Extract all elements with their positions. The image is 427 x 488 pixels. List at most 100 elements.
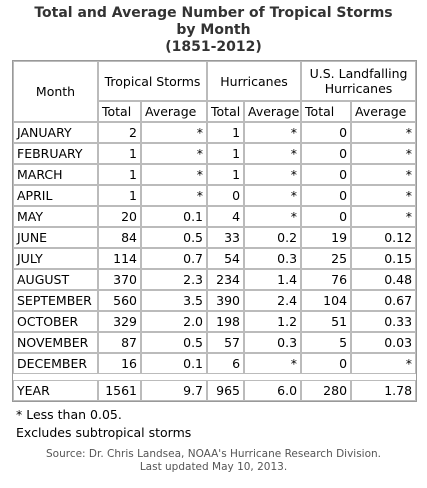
value-cell: 0.1	[141, 353, 208, 374]
month-row: DECEMBER 16 0.1 6 * 0 *	[13, 353, 417, 374]
value-cell: 6.0	[244, 380, 302, 401]
month-cell: JANUARY	[13, 122, 98, 143]
value-cell: *	[141, 185, 208, 206]
value-cell: 0.33	[351, 311, 417, 332]
subheader: Average	[351, 101, 417, 122]
value-cell: *	[351, 164, 417, 185]
value-cell: 280	[301, 380, 352, 401]
value-cell: 234	[207, 269, 245, 290]
value-cell: 0	[301, 185, 352, 206]
value-cell: 0.7	[141, 248, 208, 269]
value-cell: *	[244, 353, 302, 374]
value-cell: *	[351, 143, 417, 164]
month-cell: YEAR	[13, 380, 98, 401]
value-cell: 329	[98, 311, 141, 332]
value-cell: 4	[207, 206, 245, 227]
subheader: Total	[207, 101, 245, 122]
month-header: Month	[13, 61, 98, 122]
value-cell: 1	[98, 143, 141, 164]
table-body: Month Tropical Storms Hurricanes U.S. Landf…	[13, 61, 417, 401]
value-cell: 51	[301, 311, 352, 332]
value-cell: 390	[207, 290, 245, 311]
body: {"title": "Total and Average Number of T…	[0, 5, 427, 488]
value-cell: *	[141, 143, 208, 164]
note: * Less than 0.05.	[16, 407, 122, 422]
value-cell: 87	[98, 332, 141, 353]
value-cell: 0.3	[244, 248, 302, 269]
value-cell: 2.4	[244, 290, 302, 311]
subheader: Total	[98, 101, 141, 122]
value-cell: 0.15	[351, 248, 417, 269]
value-cell: 1561	[98, 380, 141, 401]
source-line: Source: Dr. Chris Landsea, NOAA's Hurric…	[45, 448, 382, 460]
month-cell: DECEMBER	[13, 353, 98, 374]
value-cell: 54	[207, 248, 245, 269]
value-cell: 0	[301, 353, 352, 374]
value-cell: 1.78	[351, 380, 417, 401]
month-row: JULY 114 0.7 54 0.3 25 0.15	[13, 248, 417, 269]
value-cell: 1	[207, 164, 245, 185]
value-cell: 1	[98, 164, 141, 185]
month-cell: JULY	[13, 248, 98, 269]
value-cell: 198	[207, 311, 245, 332]
value-cell: 104	[301, 290, 352, 311]
value-cell: 560	[98, 290, 141, 311]
subheader: Total	[301, 101, 352, 122]
value-cell: 0.5	[141, 332, 208, 353]
value-cell: 19	[301, 227, 352, 248]
value-cell: *	[244, 164, 302, 185]
note: Excludes subtropical storms	[16, 425, 192, 440]
month-cell: AUGUST	[13, 269, 98, 290]
value-cell: *	[141, 164, 208, 185]
value-cell: 0	[301, 122, 352, 143]
value-cell: *	[244, 122, 302, 143]
group-header: Hurricanes	[207, 61, 302, 101]
month-cell: MARCH	[13, 164, 98, 185]
value-cell: 57	[207, 332, 245, 353]
value-cell: *	[351, 185, 417, 206]
month-row: AUGUST 370 2.3 234 1.4 76 0.48	[13, 269, 417, 290]
value-cell: 20	[98, 206, 141, 227]
value-cell: 0.2	[244, 227, 302, 248]
title-block: Total and Average Number of Tropical Sto…	[0, 5, 427, 56]
month-row: JUNE 84 0.5 33 0.2 19 0.12	[13, 227, 417, 248]
value-cell: 0.03	[351, 332, 417, 353]
month-row: OCTOBER 329 2.0 198 1.2 51 0.33	[13, 311, 417, 332]
month-row: JANUARY 2 * 1 * 0 *	[13, 122, 417, 143]
title: Total and Average Number of Tropical Sto…	[34, 5, 393, 38]
month-row: NOVEMBER 87 0.5 57 0.3 5 0.03	[13, 332, 417, 353]
value-cell: 2	[98, 122, 141, 143]
month-cell: OCTOBER	[13, 311, 98, 332]
value-cell: *	[141, 122, 208, 143]
month-row: FEBRUARY 1 * 1 * 0 *	[13, 143, 417, 164]
value-cell: 2.3	[141, 269, 208, 290]
subheader-row: Total Average Total Average Total Average	[13, 101, 417, 122]
month-cell: MAY	[13, 206, 98, 227]
value-cell: 1	[98, 185, 141, 206]
value-cell: 1.4	[244, 269, 302, 290]
value-cell: *	[244, 185, 302, 206]
group-header: U.S. Landfalling Hurricanes	[301, 61, 417, 101]
month-cell: FEBRUARY	[13, 143, 98, 164]
value-cell: 0	[301, 206, 352, 227]
value-cell: *	[244, 206, 302, 227]
value-cell: 1.2	[244, 311, 302, 332]
value-cell: 25	[301, 248, 352, 269]
value-cell: 0.67	[351, 290, 417, 311]
value-cell: 5	[301, 332, 352, 353]
notes: * Less than 0.05. Excludes subtropical s…	[16, 406, 427, 442]
value-cell: 1	[207, 143, 245, 164]
value-cell: 114	[98, 248, 141, 269]
month-cell: SEPTEMBER	[13, 290, 98, 311]
value-cell: 0	[207, 185, 245, 206]
total-row: YEAR 1561 9.7 965 6.0 280 1.78	[13, 380, 417, 401]
value-cell: 16	[98, 353, 141, 374]
value-cell: 370	[98, 269, 141, 290]
value-cell: 6	[207, 353, 245, 374]
value-cell: 0.3	[244, 332, 302, 353]
value-cell: 2.0	[141, 311, 208, 332]
value-cell: 0.48	[351, 269, 417, 290]
value-cell: *	[351, 353, 417, 374]
month-cell: APRIL	[13, 185, 98, 206]
